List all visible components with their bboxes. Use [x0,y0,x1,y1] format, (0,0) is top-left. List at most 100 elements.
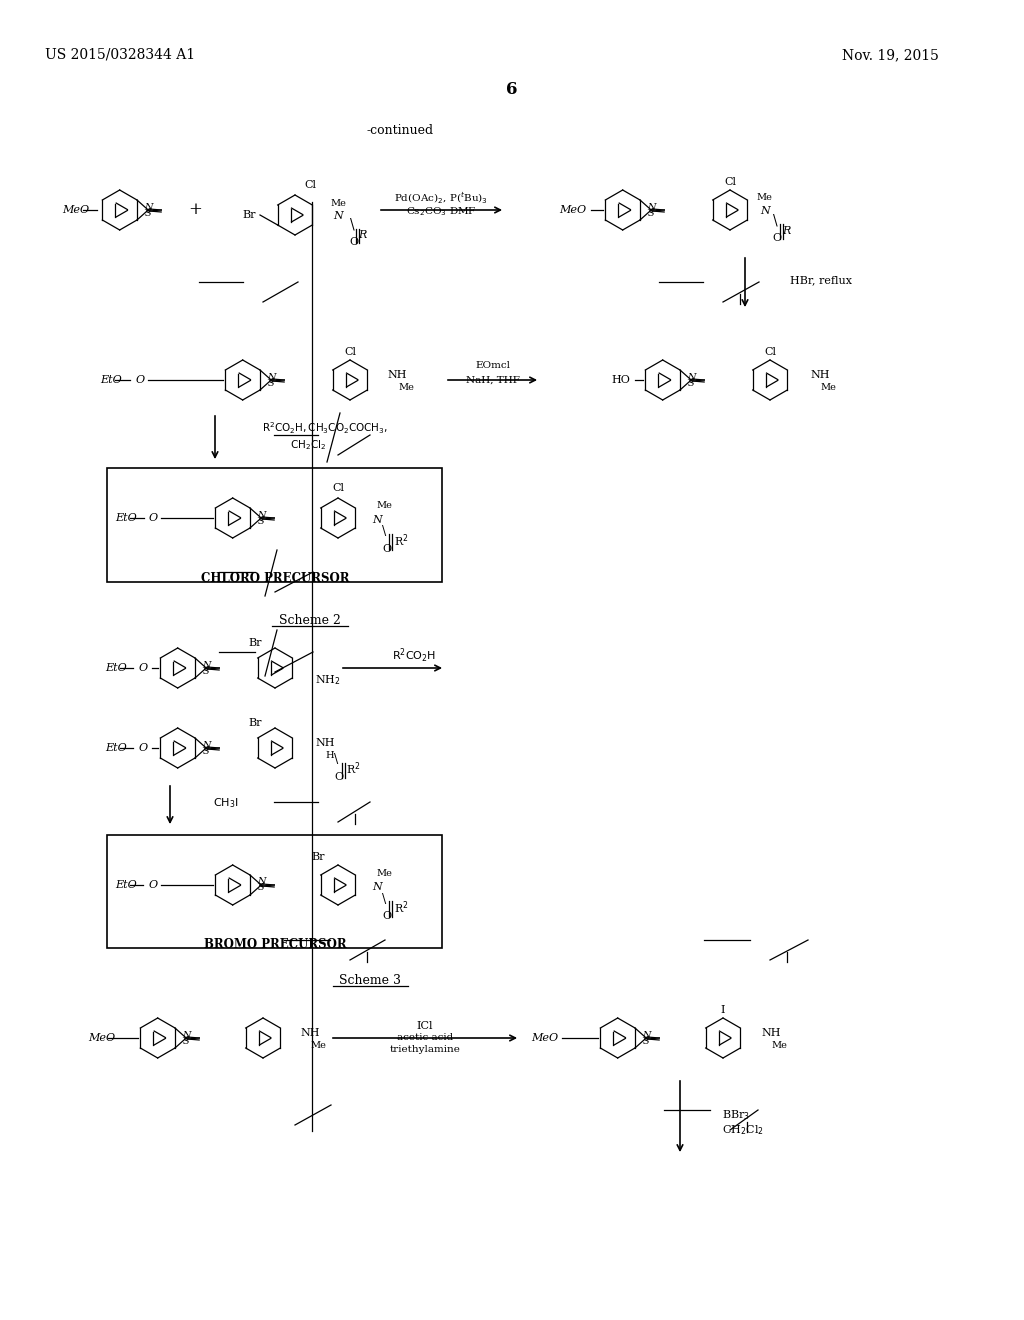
Text: triethylamine: triethylamine [389,1045,461,1055]
Text: $\rm R^2CO_2H, CH_3CO_2COCH_3,$: $\rm R^2CO_2H, CH_3CO_2COCH_3,$ [262,420,388,436]
Text: R$^2$: R$^2$ [394,533,409,549]
Text: acetic acid: acetic acid [397,1034,454,1043]
Text: Me: Me [756,194,772,202]
Text: NH: NH [315,738,335,748]
Text: Br: Br [249,718,262,729]
Text: O: O [135,375,144,385]
Text: BROMO PRECURSOR: BROMO PRECURSOR [204,939,346,952]
Text: S: S [203,747,210,755]
Text: 6: 6 [506,82,518,99]
Text: N: N [760,206,770,216]
Text: R: R [781,226,791,236]
Text: EtO: EtO [115,880,137,890]
Text: S: S [643,1036,649,1045]
Text: Me: Me [398,384,414,392]
Text: N: N [257,878,265,887]
Text: Me: Me [330,198,346,207]
Text: N: N [257,511,265,520]
Text: Br: Br [249,638,262,648]
Text: R$^2$: R$^2$ [346,760,360,777]
Text: S: S [258,516,264,525]
Text: S: S [203,667,210,676]
Text: CH$_2$Cl$_2$: CH$_2$Cl$_2$ [722,1123,764,1137]
Text: EtO: EtO [115,513,137,523]
Text: $\rm CH_3I$: $\rm CH_3I$ [213,796,239,810]
Text: EtO: EtO [105,743,127,752]
Text: O: O [138,663,147,673]
Text: \: \ [349,218,354,232]
Text: HBr, reflux: HBr, reflux [790,275,852,285]
Text: O: O [335,772,344,781]
Text: Me: Me [771,1041,786,1051]
Text: N: N [647,202,655,211]
Text: O: O [138,743,147,752]
Text: Scheme 2: Scheme 2 [280,614,341,627]
Text: Cl: Cl [304,180,316,190]
Text: R: R [357,230,367,240]
Text: Cl: Cl [332,483,344,492]
Text: Nov. 19, 2015: Nov. 19, 2015 [842,48,938,62]
Text: O: O [772,234,781,243]
Text: EtO: EtO [100,375,122,385]
Text: \: \ [334,754,338,767]
Text: N: N [144,202,153,211]
Text: O: O [148,880,158,890]
Text: Br: Br [311,851,325,862]
Text: Scheme 3: Scheme 3 [339,974,401,986]
Text: \: \ [382,525,386,539]
Text: MeO: MeO [62,205,89,215]
Text: -continued: -continued [367,124,433,136]
Bar [106,836,442,948]
Text: O: O [148,513,158,523]
Text: \: \ [382,892,386,906]
Text: $\rm R^2CO_2H$: $\rm R^2CO_2H$ [392,647,436,665]
Text: NH: NH [810,370,829,380]
Text: NH$_2$: NH$_2$ [315,673,341,686]
Text: CHLORO PRECURSOR: CHLORO PRECURSOR [201,572,349,585]
Text: MeO: MeO [559,205,586,215]
Text: NaH, THF: NaH, THF [466,375,520,384]
Text: N: N [333,211,343,220]
Text: Me: Me [820,384,836,392]
Text: Me: Me [376,502,392,511]
Text: MeO: MeO [88,1034,115,1043]
Text: N: N [372,515,382,525]
Text: EtO: EtO [105,663,127,673]
Text: Cl: Cl [724,177,736,187]
Text: BBr$_3$: BBr$_3$ [722,1107,750,1122]
Text: NH: NH [300,1028,319,1038]
Text: N: N [267,372,275,381]
Text: H: H [325,751,334,760]
Text: EOmcl: EOmcl [475,360,511,370]
Text: HO: HO [611,375,630,385]
Text: Br: Br [243,210,256,220]
Text: Cl: Cl [344,347,356,356]
Text: Pd(OAc)$_2$, P($^t$Bu)$_3$: Pd(OAc)$_2$, P($^t$Bu)$_3$ [394,190,488,206]
Text: S: S [145,209,152,218]
Text: US 2015/0328344 A1: US 2015/0328344 A1 [45,48,195,62]
Text: ICl: ICl [417,1020,433,1031]
Bar [106,469,442,582]
Text: R$^2$: R$^2$ [394,900,409,916]
Text: Me: Me [310,1041,326,1051]
Text: O: O [349,238,358,247]
Text: Cl: Cl [764,347,776,356]
Text: S: S [183,1036,189,1045]
Text: N: N [202,741,211,750]
Text: Me: Me [376,869,392,878]
Text: \: \ [773,213,777,227]
Text: O: O [382,544,391,554]
Text: +: + [188,202,202,219]
Text: MeO: MeO [530,1034,558,1043]
Text: N: N [202,660,211,669]
Text: I: I [721,1005,725,1015]
Text: S: S [258,883,264,892]
Text: NH: NH [387,370,407,380]
Text: N: N [182,1031,190,1040]
Text: S: S [268,379,274,388]
Text: NH: NH [761,1028,780,1038]
Text: $\rm CH_2Cl_2$: $\rm CH_2Cl_2$ [290,438,327,451]
Text: N: N [642,1031,650,1040]
Text: O: O [382,911,391,921]
Text: N: N [372,882,382,892]
